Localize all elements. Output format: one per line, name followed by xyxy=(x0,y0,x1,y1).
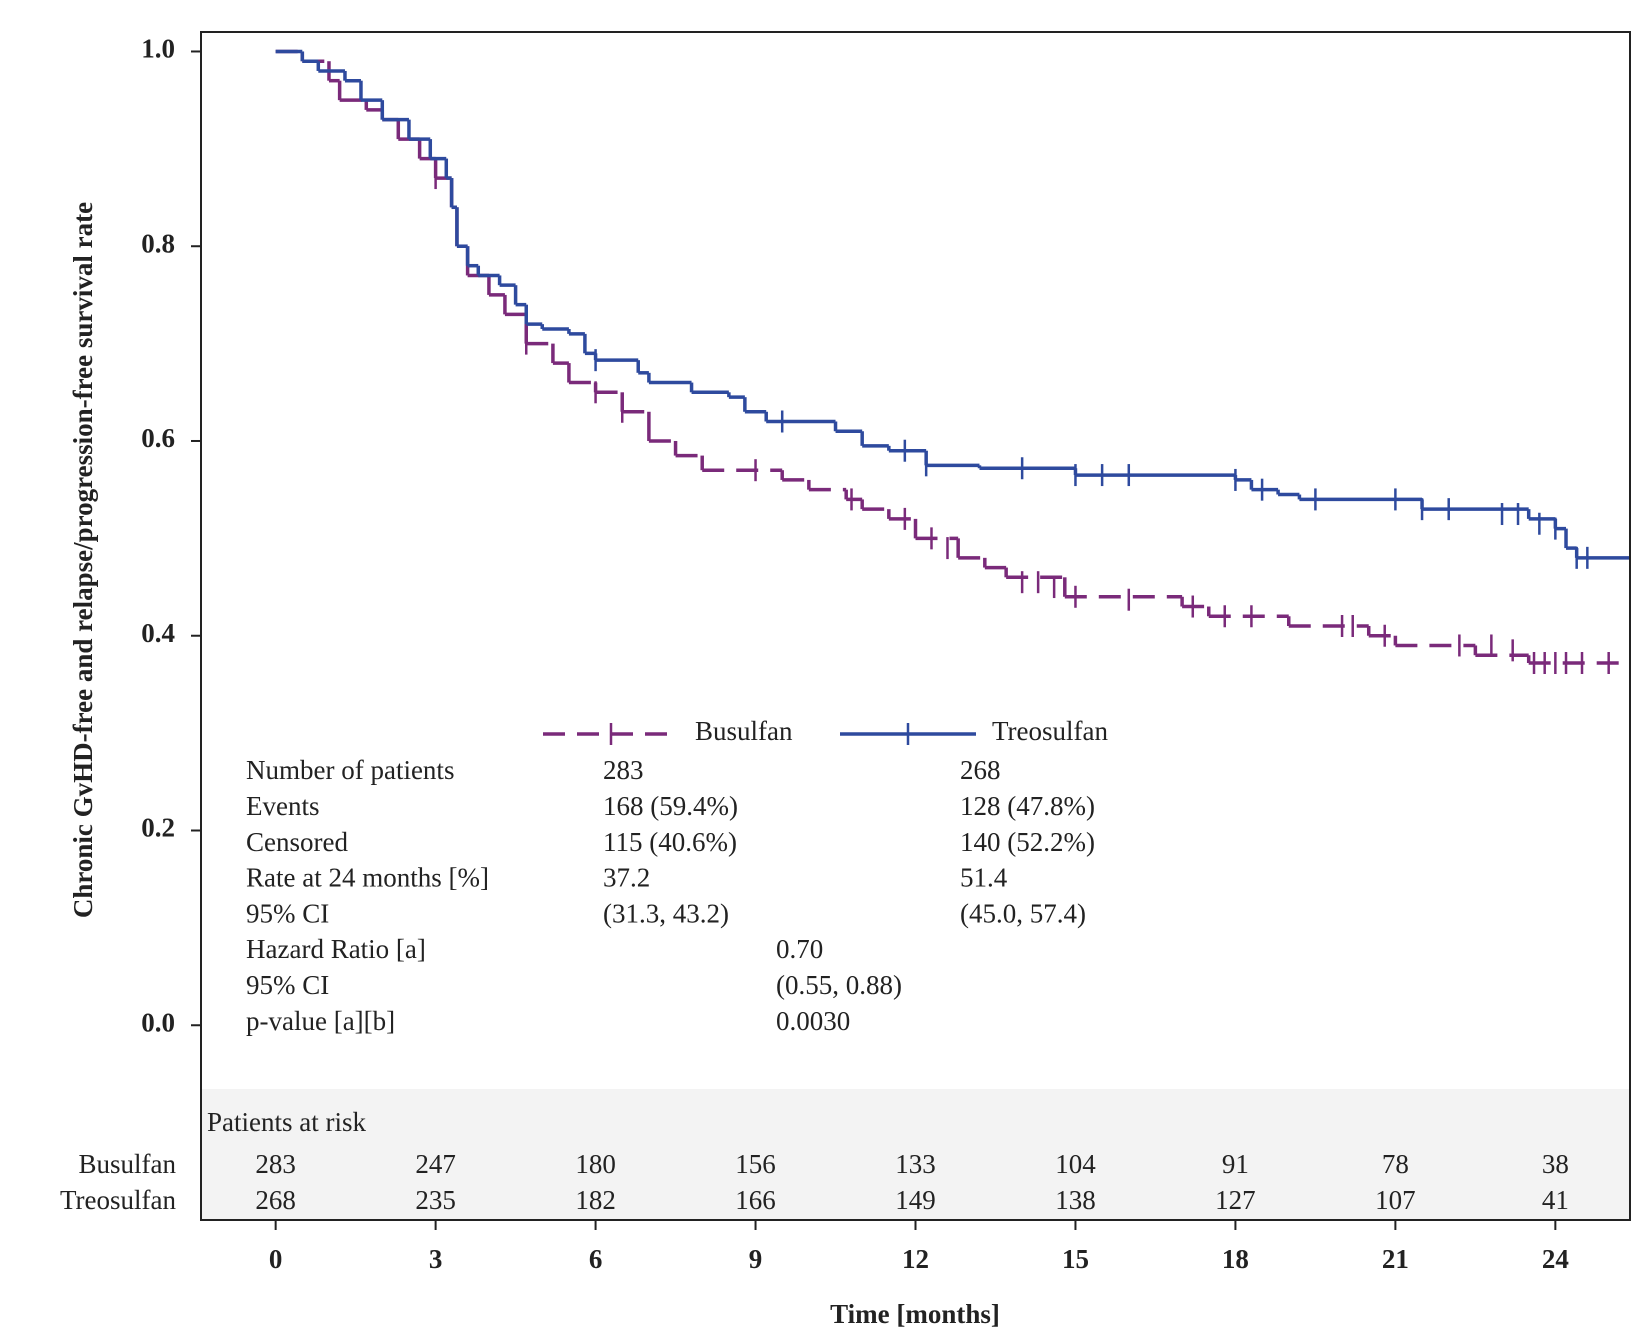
stats-label: Rate at 24 months [%] xyxy=(246,863,489,893)
stats-value: (45.0, 57.4) xyxy=(960,898,1086,928)
at-risk-value: 235 xyxy=(415,1185,456,1215)
x-tick-label: 3 xyxy=(429,1244,443,1274)
at-risk-value: 149 xyxy=(895,1185,936,1215)
stats-label: Events xyxy=(246,791,320,821)
y-tick-label: 0.6 xyxy=(141,423,175,453)
stats-value: (31.3, 43.2) xyxy=(603,898,729,928)
at-risk-value: 283 xyxy=(255,1149,296,1179)
y-tick-label: 0.4 xyxy=(141,618,175,648)
x-tick-label: 18 xyxy=(1222,1244,1249,1274)
at-risk-row-label: Busulfan xyxy=(79,1149,177,1179)
plot-frame xyxy=(200,31,1631,1221)
at-risk-value: 138 xyxy=(1055,1185,1096,1215)
at-risk-row-label: Treosulfan xyxy=(60,1185,177,1215)
stats-value: 51.4 xyxy=(960,863,1008,893)
x-tick-label: 6 xyxy=(589,1244,603,1274)
at-risk-value: 268 xyxy=(255,1185,296,1215)
x-tick-label: 9 xyxy=(749,1244,763,1274)
at-risk-value: 38 xyxy=(1542,1149,1569,1179)
stats-value: 115 (40.6%) xyxy=(603,827,737,857)
stats-value: 37.2 xyxy=(603,863,650,893)
at-risk-value: 156 xyxy=(735,1149,776,1179)
stats-value: 283 xyxy=(603,755,644,785)
x-tick-label: 12 xyxy=(902,1244,929,1274)
stats-value: 140 (52.2%) xyxy=(960,827,1095,857)
at-risk-title: Patients at risk xyxy=(207,1107,366,1137)
stats-value: 0.0030 xyxy=(776,1006,850,1036)
stats-label: Censored xyxy=(246,827,348,857)
stats-label: p-value [a][b] xyxy=(246,1006,395,1036)
stats-label: 95% CI xyxy=(246,970,329,1000)
x-tick-label: 21 xyxy=(1382,1244,1409,1274)
y-axis-label: Chronic GvHD-free and relapse/progressio… xyxy=(68,202,98,918)
at-risk-value: 41 xyxy=(1542,1185,1569,1215)
x-tick-label: 24 xyxy=(1542,1244,1569,1274)
at-risk-value: 166 xyxy=(735,1185,776,1215)
stats-value: 128 (47.8%) xyxy=(960,791,1095,821)
at-risk-value: 133 xyxy=(895,1149,936,1179)
at-risk-value: 107 xyxy=(1375,1185,1416,1215)
at-risk-value: 127 xyxy=(1215,1185,1256,1215)
stats-label: 95% CI xyxy=(246,898,329,928)
x-axis-label: Time [months] xyxy=(830,1299,1000,1329)
at-risk-value: 91 xyxy=(1222,1149,1249,1179)
at-risk-value: 182 xyxy=(575,1185,616,1215)
y-tick-label: 1.0 xyxy=(141,34,175,64)
y-tick-label: 0.0 xyxy=(141,1007,175,1037)
x-tick-label: 15 xyxy=(1062,1244,1089,1274)
at-risk-value: 180 xyxy=(575,1149,616,1179)
y-tick-label: 0.2 xyxy=(141,813,175,843)
stats-label: Hazard Ratio [a] xyxy=(246,934,426,964)
at-risk-value: 104 xyxy=(1055,1149,1096,1179)
stats-value: 168 (59.4%) xyxy=(603,791,738,821)
legend-label: Busulfan xyxy=(695,716,793,746)
at-risk-value: 247 xyxy=(415,1149,456,1179)
legend-label: Treosulfan xyxy=(992,716,1109,746)
stats-label: Number of patients xyxy=(246,755,454,785)
at-risk-band xyxy=(201,1089,1630,1220)
stats-value: (0.55, 0.88) xyxy=(776,970,902,1000)
stats-value: 0.70 xyxy=(776,934,823,964)
at-risk-value: 78 xyxy=(1382,1149,1409,1179)
stats-value: 268 xyxy=(960,755,1001,785)
y-tick-label: 0.8 xyxy=(141,228,175,258)
x-tick-label: 0 xyxy=(269,1244,283,1274)
